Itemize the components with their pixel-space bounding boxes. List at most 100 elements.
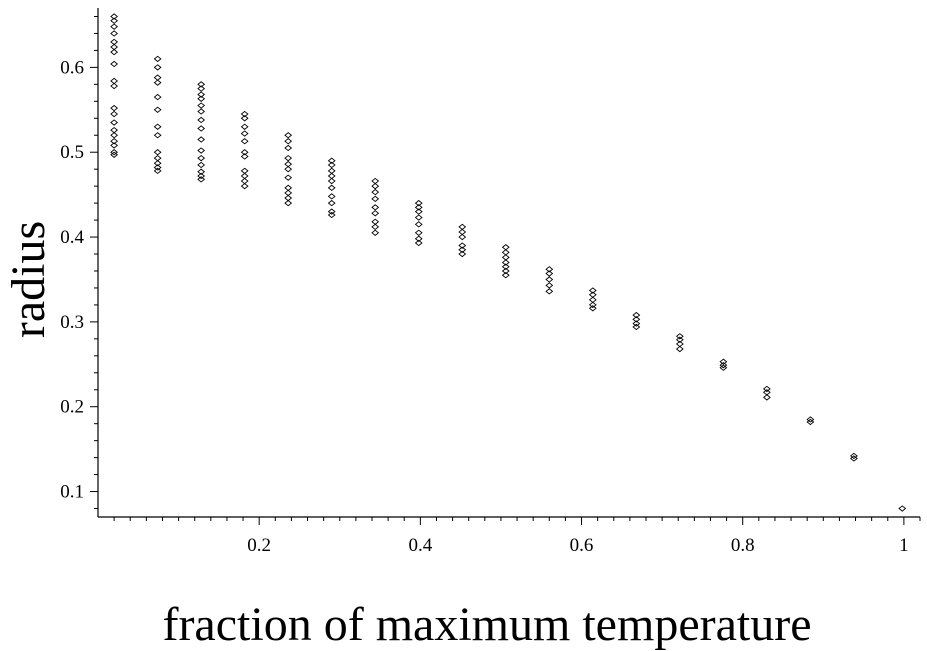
data-point bbox=[197, 136, 206, 143]
data-point bbox=[284, 174, 293, 181]
y-tick-label: 0.5 bbox=[60, 142, 84, 163]
x-tick-label: 0.8 bbox=[731, 535, 755, 556]
y-tick-label: 0.6 bbox=[60, 57, 84, 78]
y-tick-label: 0.2 bbox=[60, 397, 84, 418]
data-point bbox=[458, 246, 467, 253]
x-tick-label: 0.2 bbox=[247, 535, 271, 556]
data-point bbox=[327, 177, 336, 185]
data-point bbox=[153, 164, 162, 171]
data-point bbox=[284, 138, 293, 145]
data-point bbox=[240, 172, 249, 180]
y-tick-label: 0.3 bbox=[60, 312, 84, 333]
data-point bbox=[197, 95, 206, 102]
data-point bbox=[371, 177, 380, 185]
data-point bbox=[327, 208, 336, 215]
data-point bbox=[153, 123, 162, 130]
data-point bbox=[197, 125, 206, 132]
data-point bbox=[675, 345, 684, 353]
data-point bbox=[110, 82, 119, 90]
data-point bbox=[153, 64, 162, 71]
x-tick-label: 0.6 bbox=[570, 535, 594, 556]
data-point bbox=[371, 210, 380, 217]
data-point bbox=[153, 167, 162, 175]
data-point bbox=[501, 272, 510, 279]
data-point bbox=[545, 270, 554, 277]
data-point bbox=[371, 218, 380, 225]
data-point bbox=[850, 452, 858, 460]
data-point bbox=[197, 81, 206, 88]
data-point bbox=[327, 211, 336, 219]
data-point bbox=[284, 132, 293, 139]
data-point bbox=[327, 167, 336, 175]
data-point bbox=[240, 149, 249, 156]
data-point bbox=[153, 79, 162, 86]
data-point bbox=[240, 123, 249, 130]
data-point bbox=[284, 160, 293, 168]
data-point bbox=[284, 189, 293, 197]
data-point bbox=[327, 172, 336, 180]
data-point bbox=[501, 267, 510, 275]
data-point bbox=[632, 320, 641, 327]
data-point bbox=[762, 394, 771, 401]
data-point bbox=[588, 305, 597, 312]
data-point bbox=[110, 48, 119, 56]
data-point bbox=[501, 263, 510, 270]
data-point bbox=[153, 154, 162, 162]
data-point bbox=[197, 85, 206, 92]
data-point bbox=[240, 115, 249, 122]
data-point bbox=[110, 13, 119, 20]
data-point bbox=[197, 108, 206, 115]
data-point bbox=[197, 172, 206, 180]
data-point bbox=[371, 229, 380, 236]
data-point bbox=[545, 282, 554, 289]
data-point bbox=[414, 208, 423, 215]
data-point bbox=[197, 116, 206, 124]
data-point bbox=[501, 249, 510, 256]
data-point bbox=[545, 276, 554, 283]
data-point bbox=[153, 149, 162, 156]
data-point bbox=[240, 167, 249, 175]
data-point bbox=[110, 43, 119, 51]
data-point bbox=[110, 151, 119, 158]
data-point bbox=[153, 132, 162, 139]
data-point bbox=[458, 233, 467, 241]
data-point bbox=[762, 389, 771, 396]
axes bbox=[97, 8, 920, 518]
data-point bbox=[675, 333, 684, 340]
data-point bbox=[110, 60, 119, 68]
data-point bbox=[110, 126, 119, 134]
data-point bbox=[371, 195, 380, 203]
x-axis-ticks: 0.2 0.4 0.6 0.8 1 bbox=[113, 517, 921, 556]
data-point bbox=[632, 311, 641, 319]
data-point bbox=[284, 166, 293, 173]
data-point bbox=[762, 385, 771, 393]
data-point bbox=[632, 316, 641, 323]
data-point bbox=[545, 266, 554, 273]
data-point bbox=[414, 229, 423, 236]
data-point bbox=[414, 214, 423, 221]
data-point bbox=[458, 228, 467, 236]
data-point bbox=[371, 204, 380, 211]
data-point bbox=[240, 110, 249, 118]
y-tick-label: 0.1 bbox=[60, 482, 84, 503]
data-point bbox=[719, 358, 728, 365]
data-point bbox=[501, 244, 510, 251]
data-point bbox=[371, 182, 380, 190]
data-point bbox=[414, 221, 423, 228]
y-tick-label: 0.4 bbox=[60, 227, 84, 248]
data-point bbox=[719, 364, 728, 371]
data-point bbox=[414, 204, 423, 211]
data-point bbox=[284, 154, 293, 162]
data-point bbox=[110, 104, 119, 112]
data-point bbox=[197, 168, 206, 175]
x-tick-label: 1 bbox=[899, 535, 909, 556]
data-point bbox=[675, 336, 684, 343]
data-point bbox=[197, 102, 206, 109]
data-point bbox=[110, 77, 119, 85]
data-point bbox=[588, 296, 597, 304]
data-point bbox=[110, 38, 119, 46]
data-point bbox=[284, 199, 293, 207]
data-point bbox=[371, 223, 380, 231]
data-point bbox=[284, 194, 293, 202]
data-point bbox=[327, 184, 336, 192]
